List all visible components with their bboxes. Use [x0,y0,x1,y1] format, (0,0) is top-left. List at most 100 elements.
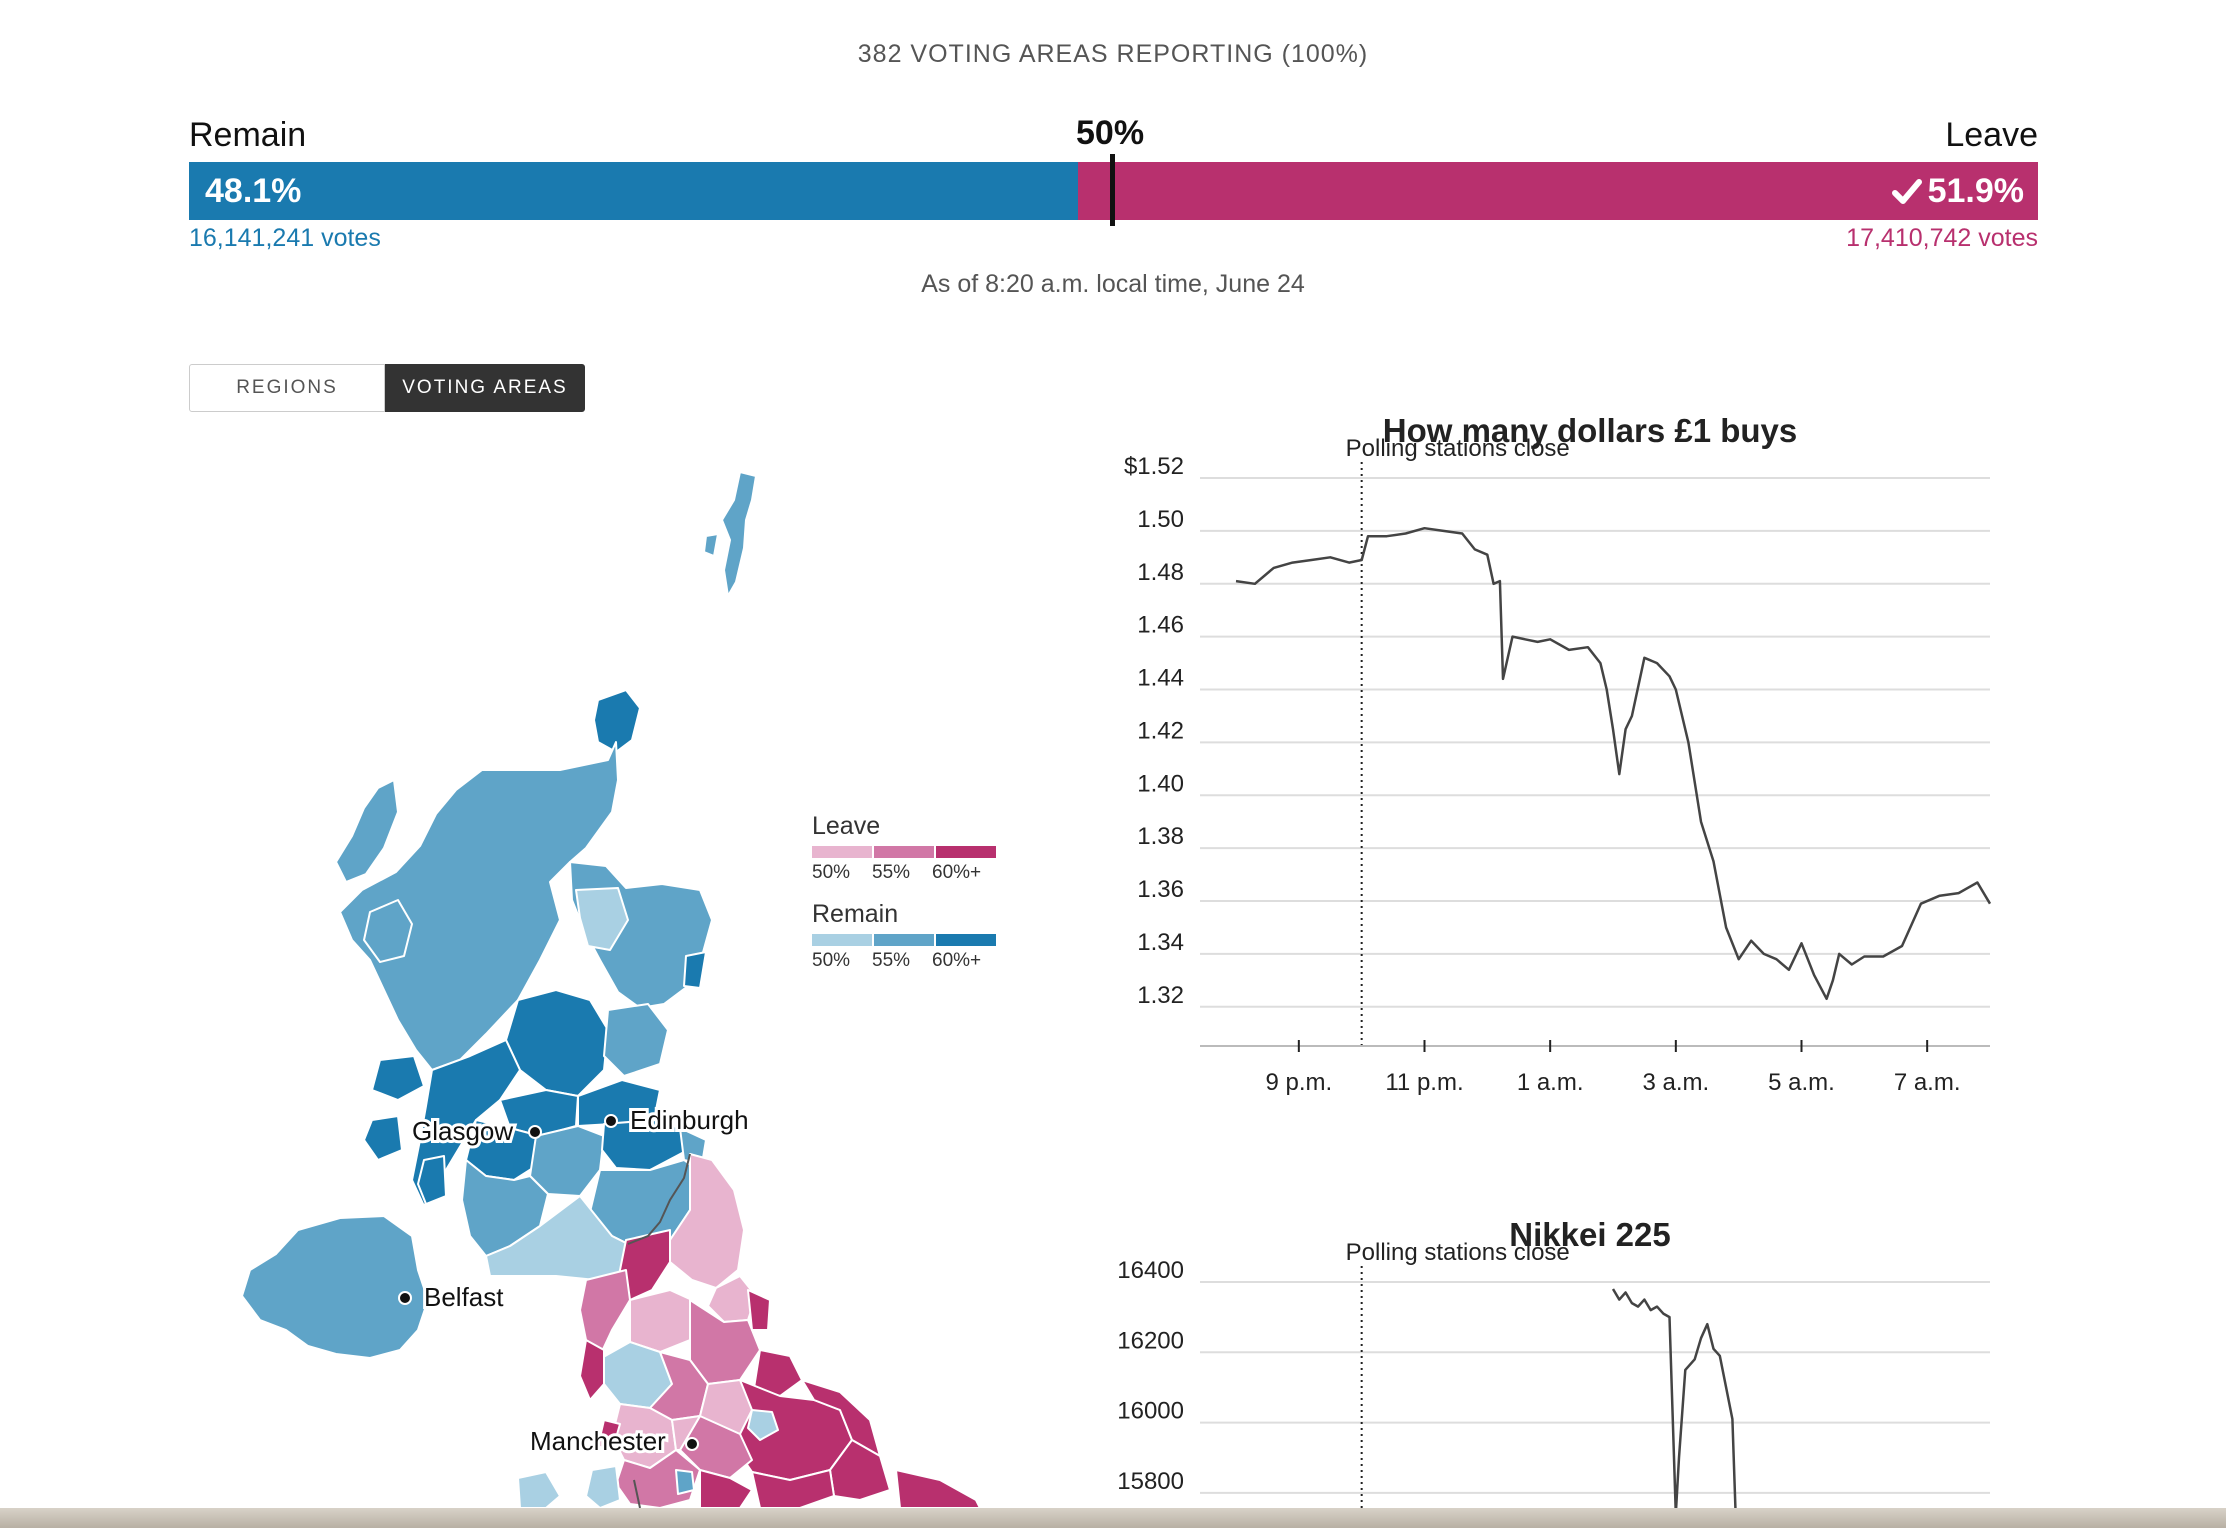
map-area-skye [363,899,413,963]
legend-leave-tick-3: 60%+ [932,862,982,883]
remain-votes: 16,141,241 votes [189,224,381,252]
x-tick-label: 1 a.m. [1517,1069,1584,1096]
y-tick-label: $1.52 [1124,453,1184,480]
map-area-moray [575,887,629,951]
legend-remain-swatch-1 [812,934,872,946]
map-area-orkney [593,689,641,753]
leave-percent-group: 51.9% [1891,172,2038,211]
voting-areas-button[interactable]: VOTING AREAS [385,364,585,412]
remain-bar [189,162,1079,220]
map-area-lincolnshire [895,1469,981,1509]
y-tick-label: 1.38 [1137,823,1184,850]
x-tick-label: 11 p.m. [1385,1069,1463,1096]
manchester-label: Manchester [530,1426,666,1456]
city-markers: Glasgow Edinburgh Belfast Manchester [398,1102,752,1459]
uk-map: Glasgow Edinburgh Belfast Manchester [241,471,981,1509]
y-tick-label: 1.34 [1137,929,1184,956]
nikkei-chart: Nikkei 225 16400 16200 16000 15800 Polling s… [1117,1216,1990,1508]
timestamp: As of 8:20 a.m. local time, June 24 [921,270,1305,298]
legend-leave-swatch-1 [812,846,872,858]
map-area-shetland-isles [703,533,719,557]
belfast-label: Belfast [424,1282,504,1312]
belfast-dot [398,1291,412,1305]
pound-dollar-chart: How many dollars £1 buys $1.52 1.50 1.48 1.… [1124,412,1992,1096]
legend-remain-swatch-3 [936,934,996,946]
map-area-angus [603,1003,669,1077]
map-area-york [747,1409,779,1441]
leave-label: Leave [1945,116,2038,154]
scotland-england-border [627,1153,691,1245]
map-area-barrow [579,1339,605,1401]
edinburgh-label: Edinburgh [630,1105,749,1135]
map-area-eden [629,1289,693,1353]
x-tick-label: 7 a.m. [1894,1069,1961,1096]
map-area-perth [505,989,609,1097]
legend-leave-tick-1: 50% [812,862,851,883]
legend-remain-tick-2: 55% [872,950,911,971]
y-tick-label: 1.40 [1137,770,1184,797]
map-area-wakefield [699,1469,753,1509]
map-area-manchester-city [675,1469,695,1495]
y-tick-label: 1.44 [1137,665,1184,692]
edinburgh-dot [604,1114,618,1128]
map-area-blackpool [597,1419,621,1453]
chart-title: Nikkei 225 [1509,1216,1670,1253]
remain-percent: 48.1% [205,172,302,210]
map-area-arran [417,1155,447,1205]
y-tick-label: 16200 [1117,1327,1184,1354]
map-area-islay [363,1115,403,1161]
y-tick-label: 16000 [1117,1398,1184,1425]
y-tick-label: 1.48 [1137,559,1184,586]
result-bar [189,162,2038,220]
legend-remain-tick-1: 50% [812,950,851,971]
map-area-liverpool [585,1465,621,1509]
map-shapes [241,471,981,1509]
legend-leave-swatch-2 [874,846,934,858]
leave-votes: 17,410,742 votes [1846,224,2038,252]
view-toggle: REGIONS VOTING AREAS [189,364,585,412]
map-area-western-isles [335,779,399,883]
legend-leave-title: Leave [812,812,881,840]
leave-bar [1078,162,2038,220]
y-tick-label: 16400 [1117,1257,1184,1284]
map-area-teesside [753,1349,803,1397]
map-area-northern-ireland [241,1215,429,1359]
legend-remain-swatch-2 [874,934,934,946]
map-area-sunderland [747,1289,771,1331]
y-tick-label: 15800 [1117,1468,1184,1495]
series-line [1611,1288,1737,1508]
map-area-edinburgh [601,1119,685,1171]
legend-remain-tick-3: 60%+ [932,950,982,971]
map-area-lanark [529,1125,605,1197]
chart-title: How many dollars £1 buys [1383,412,1797,449]
map-area-shetland [721,471,757,597]
glasgow-dot [528,1125,542,1139]
check-icon [1891,178,1922,204]
y-tick-label: 1.42 [1137,717,1184,744]
regions-button[interactable]: REGIONS [189,364,385,412]
leave-percent: 51.9% [1927,172,2024,210]
legend-remain-title: Remain [812,900,899,928]
midpoint-label: 50% [1076,114,1145,152]
x-tick-label: 5 a.m. [1768,1069,1835,1096]
x-tick-label: 3 a.m. [1642,1069,1709,1096]
glasgow-label: Glasgow [412,1116,513,1146]
y-tick-label: 1.32 [1137,982,1184,1009]
map-area-mull [371,1055,425,1101]
annotation-label: Polling stations close [1346,1239,1570,1266]
x-tick-label: 9 p.m. [1265,1069,1332,1096]
legend-leave-swatch-3 [936,846,996,858]
map-area-bradford [671,1415,701,1451]
y-tick-label: 1.46 [1137,612,1184,639]
map-area-cumbria-west [579,1269,631,1361]
map-area-aberdeen [683,951,707,989]
reporting-status: 382 VOTING AREAS REPORTING (100%) [857,40,1369,68]
map-borders [627,1153,691,1509]
england-wales-border [633,1479,641,1509]
map-legend: Leave 50% 55% 60%+ Remain 50% 55% 60%+ [812,812,1002,972]
y-tick-label: 1.50 [1137,506,1184,533]
window-bottom-edge [0,1508,2226,1528]
series-line [1235,526,1992,1001]
remain-label: Remain [189,116,307,154]
annotation-label: Polling stations close [1346,435,1570,462]
